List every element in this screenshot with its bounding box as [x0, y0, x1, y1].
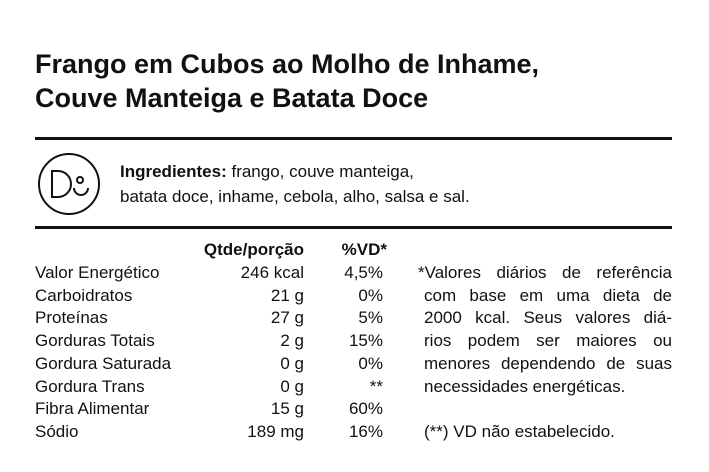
ingredients-line: Ingredientes: frango, couve manteiga, [120, 162, 414, 182]
title-line: Couve Manteiga e Batata Doce [35, 83, 429, 113]
footnote-line: 2000 kcal. Seus valores diá- [424, 308, 672, 328]
divider [35, 137, 672, 140]
column-header: Qtde/porção [203, 240, 304, 259]
nutrient-name: Sódio [35, 421, 79, 441]
nutrient-vd: 0% [358, 285, 383, 305]
nutrient-amount: 2 g [280, 331, 304, 351]
footnote-line: rios podem ser maiores ou [424, 331, 672, 351]
footnote-line: *Valores diários de referência [418, 263, 672, 282]
column-header: %VD* [341, 240, 387, 259]
ingredients-line: batata doce, inhame, cebola, alho, salsa… [120, 187, 470, 206]
ingredients-label: Ingredientes: [120, 162, 227, 181]
nutrient-amount: 189 mg [247, 421, 304, 441]
nutrient-amount: 15 g [270, 399, 304, 419]
footnote-line: necessidades energéticas. [424, 376, 626, 396]
divider [35, 226, 672, 229]
nutrient-amount: 27 g [270, 308, 304, 328]
footnote-line: menores dependendo de suas [424, 353, 672, 373]
footnote-note: (**) VD não estabelecido. [424, 422, 615, 441]
nutrient-vd: 16% [348, 421, 383, 441]
nutrient-vd: 60% [348, 399, 383, 419]
nutrient-name: Carboidratos [35, 285, 133, 305]
nutrient-amount: 21 g [270, 285, 304, 305]
nutrient-name: Valor Energético [35, 263, 160, 282]
nutrient-amount: 246 kcal [240, 263, 304, 282]
nutrient-vd: 5% [358, 308, 383, 328]
nutrient-amount: 0 g [280, 376, 304, 396]
nutrient-vd: ** [369, 376, 383, 396]
ingredients-text: frango, couve manteiga, [226, 162, 414, 181]
nutrient-name: Gordura Saturada [35, 353, 172, 373]
nutrient-vd: 15% [348, 331, 383, 351]
nutrient-name: Gorduras Totais [35, 331, 155, 351]
nutrient-vd: 0% [358, 353, 383, 373]
logo-icon [38, 153, 100, 215]
footnote-line: com base em uma dieta de [424, 285, 672, 305]
nutrient-name: Fibra Alimentar [35, 399, 150, 419]
nutrient-amount: 0 g [280, 353, 304, 373]
nutrient-name: Proteínas [35, 308, 108, 328]
title-line: Frango em Cubos ao Molho de Inhame, [35, 49, 540, 79]
nutrient-vd: 4,5% [344, 263, 383, 282]
nutrient-name: Gordura Trans [35, 376, 145, 396]
